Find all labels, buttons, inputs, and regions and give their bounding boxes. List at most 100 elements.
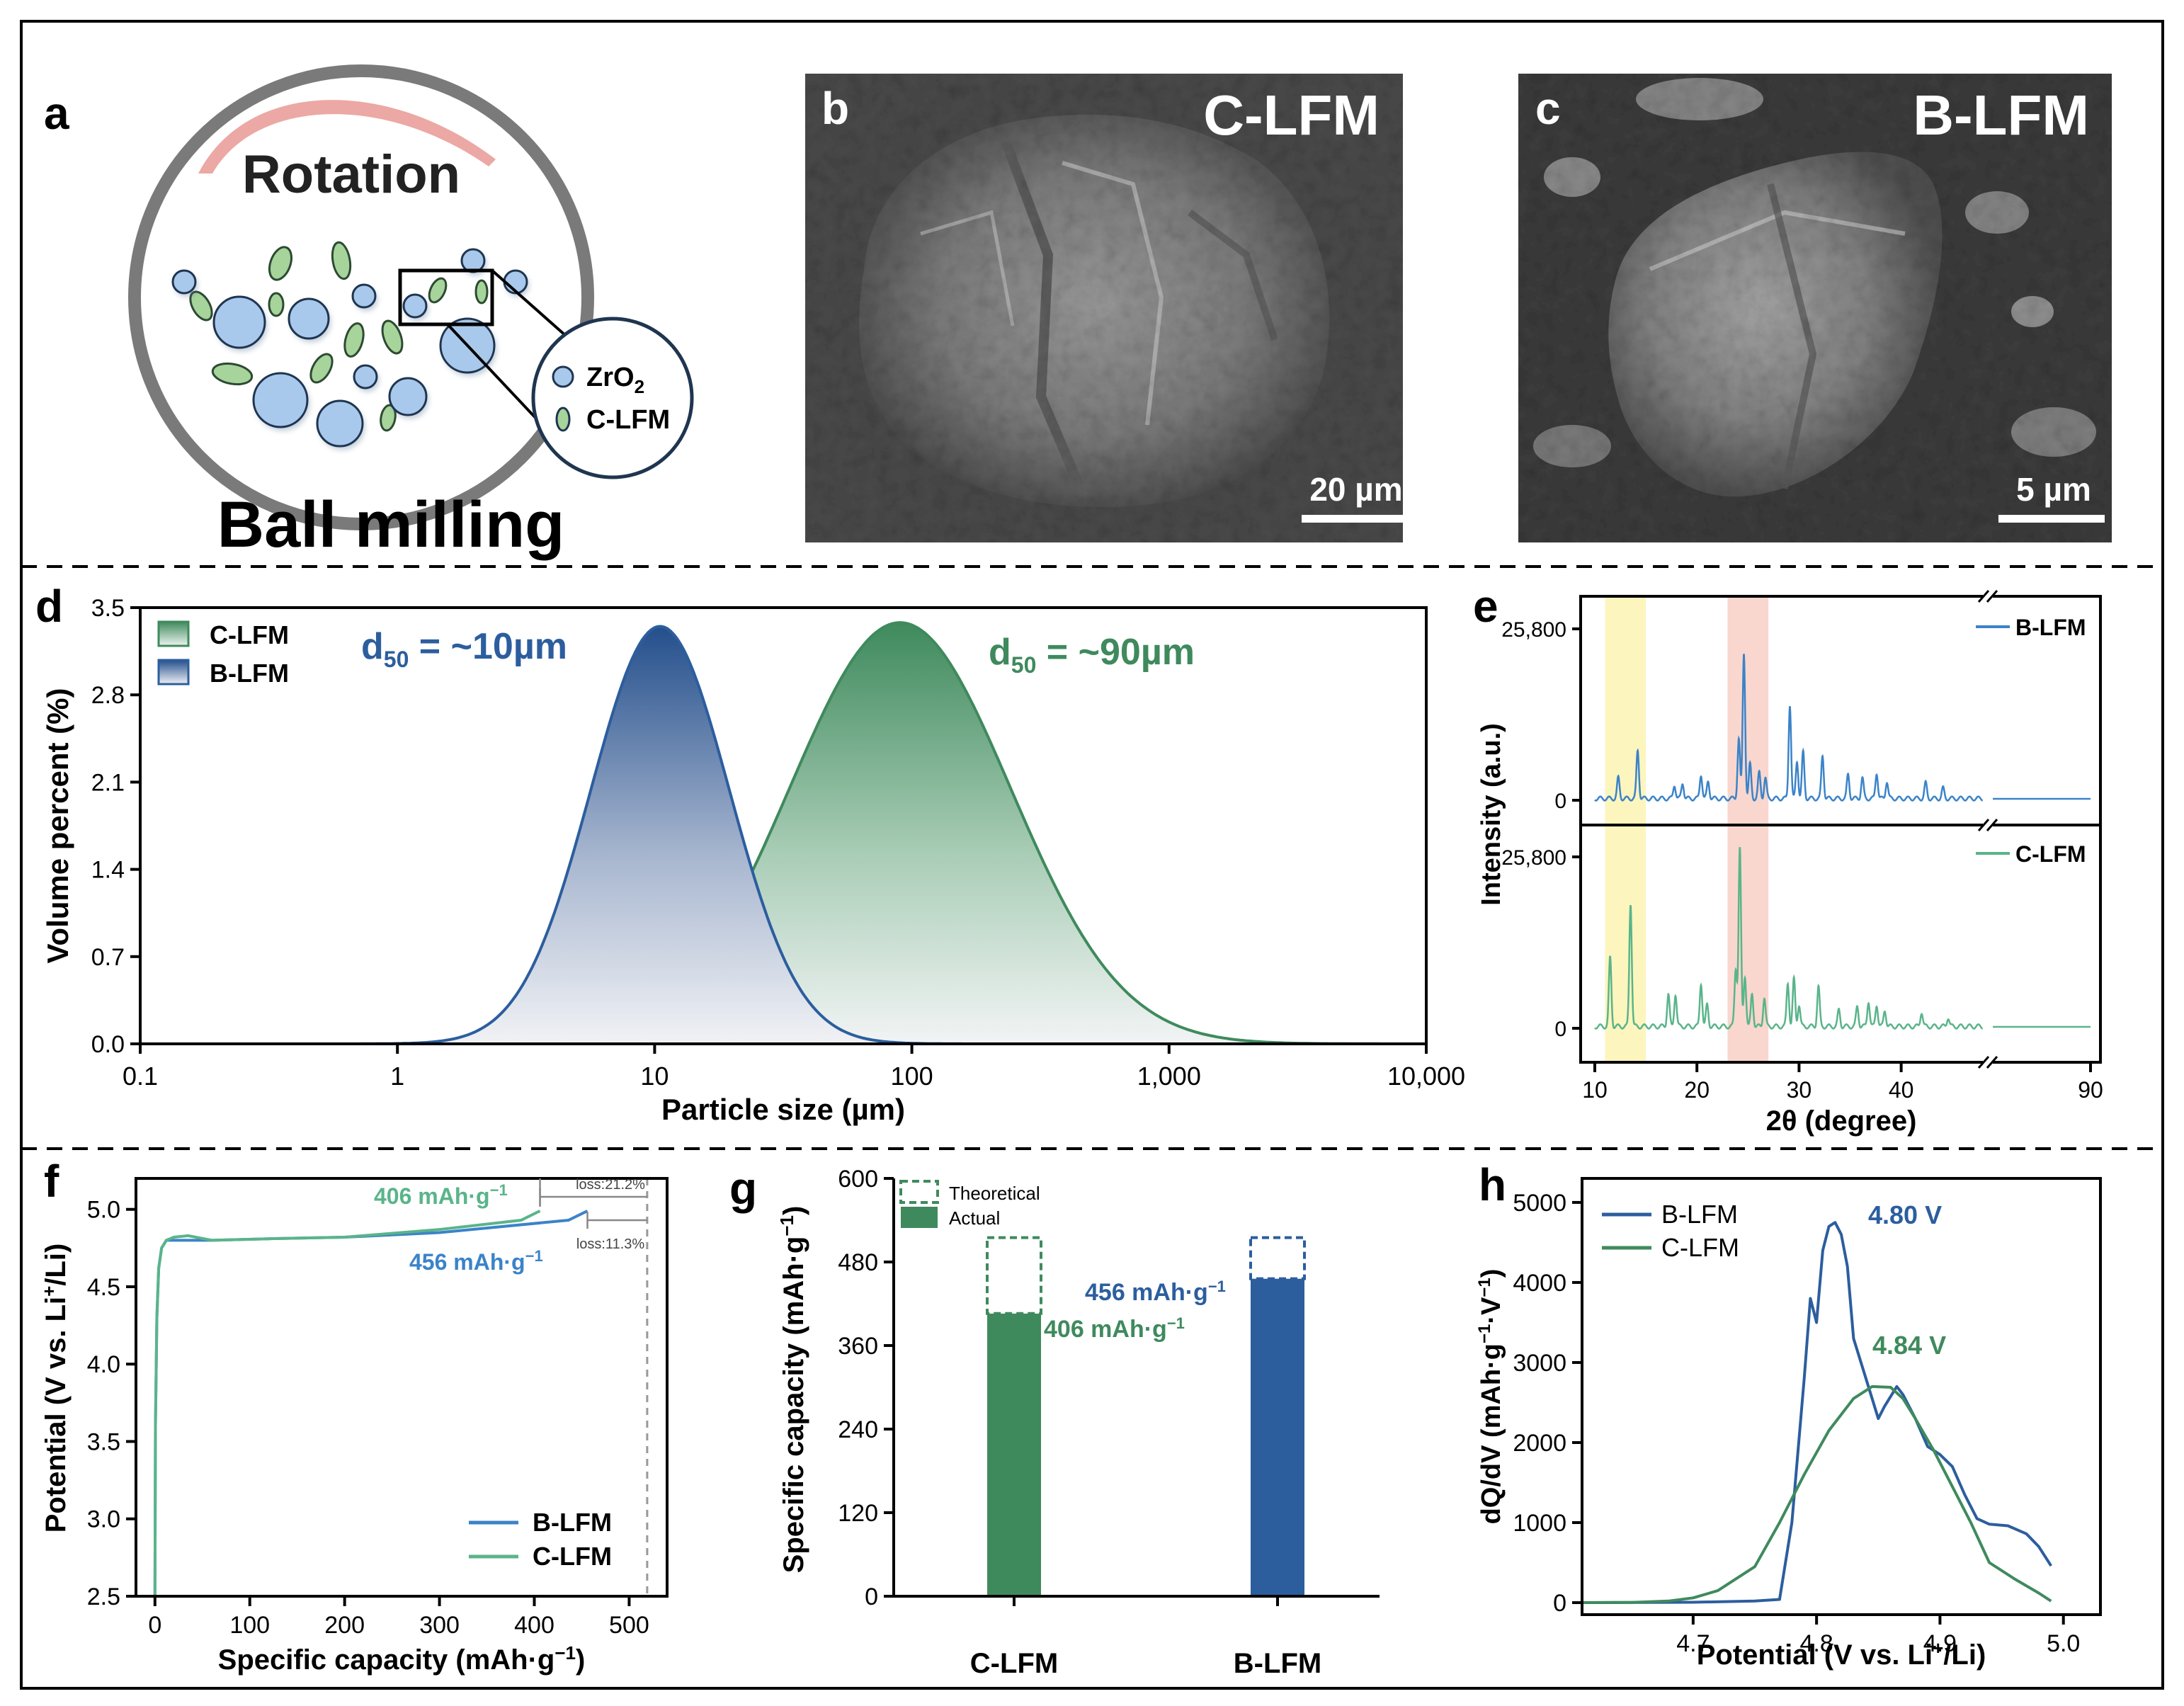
h-xlabel: Potential (V vs. Li+/Li) [1697,1637,1986,1671]
e-ytick-label: 25,800 [1501,846,1566,870]
clfm-grain [381,319,404,355]
e-ytick-label: 25,800 [1501,618,1566,642]
zro2-ball [252,372,309,428]
d-ytick-label: 3.5 [91,595,125,622]
figure-border [20,20,2164,1690]
d-xlabel: Particle size (µm) [661,1093,905,1126]
h-annotation-blfm: 4.80 V [1868,1200,1942,1229]
h-ytick-label: 5000 [1513,1190,1566,1217]
d-ytick-label: 0.0 [91,1031,125,1058]
h-annotation-clfm: 4.84 V [1872,1331,1946,1360]
h-ytick-label: 1000 [1513,1510,1566,1537]
panel-a: a Rotation ZrO2 C-LFM Ball milling [44,64,694,561]
clfm-grain [428,277,448,304]
e-axis-break [1986,819,1998,831]
d-ytick-label: 1.4 [91,857,125,884]
e-xlabel: 2θ (degree) [1766,1105,1917,1137]
f-loss-blfm: loss:11.3% [576,1236,645,1252]
g-legend-theoretical-swatch [899,1180,939,1204]
scale-label-c: 5 µm [2016,471,2091,508]
f-xtick-label: 400 [514,1612,554,1639]
scale-bar-c [1998,515,2105,523]
h-xtick-label: 4.9 [1923,1630,1957,1657]
e-legend-clfm: C-LFM [2015,841,2086,867]
g-ytick-label: 0 [865,1583,878,1610]
clfm-particle [859,114,1330,508]
f-xlabel: Specific capacity (mAh·g−1) [218,1642,586,1676]
f-ytick-label: 5.0 [87,1197,120,1224]
panel-letter-g: g [729,1163,757,1214]
h-legend-blfm: B-LFM [1661,1200,1738,1229]
ball-milling-caption: Ball milling [217,489,565,561]
e-axis-break [1983,1054,1993,1071]
rotation-label: Rotation [242,144,460,205]
panel-letter-d: d [35,581,63,632]
h-xtick-label: 4.7 [1676,1630,1710,1657]
h-xtick-label: 5.0 [2047,1630,2080,1657]
clfm-grain [211,362,254,386]
g-category-label: B-LFM [1234,1648,1321,1679]
d-legend-blfm: B-LFM [210,659,289,688]
e-series [1594,654,2091,1030]
f-ytick-label: 4.5 [87,1274,120,1301]
e-axis-break [1977,590,1990,603]
d-legend-blfm-swatch [157,659,190,686]
g-ytick-label: 480 [838,1249,878,1276]
zro2-ball [212,295,266,349]
h-axes: 4.7 4.8 4.9 5.0 0 1000 2000 3000 4000 5000 [1513,1190,2080,1657]
scale-bar-b [1302,515,1404,523]
h-ytick-label: 4000 [1513,1270,1566,1297]
e-xtick-label: 20 [1684,1077,1710,1103]
clfm-grain [268,292,285,317]
panel-letter-f: f [44,1156,59,1207]
g-legend-theoretical: Theoretical [949,1183,1040,1204]
scale-label-b: 20 µm [1309,471,1402,508]
d-ytick-label: 0.7 [91,944,125,971]
f-curve-c-lfm [153,1210,541,1597]
g-category-label: C-LFM [970,1648,1058,1679]
clfm-grain [380,404,397,432]
h-curve-c-lfm [1581,1384,2052,1604]
d-legend-clfm-swatch [157,620,190,647]
clfm-grain [474,279,489,305]
g-bar-actual-c-lfm [987,1313,1041,1596]
e-xtick-label: 40 [1889,1077,1914,1103]
g-legend-actual-swatch [901,1207,938,1228]
sem-label-clfm: C-LFM [1203,84,1380,147]
h-ytick-label: 2000 [1513,1430,1566,1457]
d-xtick-label: 0.1 [123,1062,158,1091]
e-xtick-label: 10 [1582,1077,1608,1103]
f-xtick-label: 0 [148,1612,161,1639]
f-legend-clfm: C-LFM [533,1542,612,1571]
sem-label-blfm: B-LFM [1913,84,2089,147]
e-plot-frame [1579,595,2102,1064]
g-axes: 0 120 240 360 480 600 [838,1166,1380,1610]
panel-f: f 0 100 200 300 400 500 2.5 3.0 3.5 4.0 4.5 5.0 Pot… [38,1156,669,1676]
panel-letter-e: e [1473,581,1498,632]
e-axes: 10 20 30 40 90 0 25,800 0 25,800 [1501,588,2103,1103]
g-bar-theoretical-c-lfm [986,1236,1042,1315]
e-legend-blfm: B-LFM [2015,615,2086,640]
h-plot-frame [1581,1177,2102,1616]
f-xtick-label: 200 [324,1612,365,1639]
zro2-ball [460,248,486,273]
f-xtick-label: 300 [419,1612,460,1639]
e-axis-break [1977,819,1990,831]
zro2-ball [316,399,364,448]
panel-c: c B-LFM 5 µm [1518,74,2112,542]
clfm-grain [309,353,334,384]
g-ytick-label: 240 [838,1416,878,1443]
d-xtick-label: 1,000 [1137,1062,1201,1091]
e-axis-break [1983,588,1993,605]
zro2-ball [351,283,377,309]
e-ytick-label: 0 [1554,1018,1566,1041]
f-annotation-clfm: 406 mAh·g−1 [374,1181,508,1209]
f-ytick-label: 2.5 [87,1583,120,1610]
f-xtick-label: 500 [609,1612,649,1639]
clfm-legend-label: C-LFM [586,405,670,435]
e-axis-break [1977,1056,1990,1069]
e-xtick-label: 90 [2078,1077,2103,1103]
d-ylabel: Volume percent (%) [41,688,74,964]
d-plot-frame [139,606,1428,1045]
